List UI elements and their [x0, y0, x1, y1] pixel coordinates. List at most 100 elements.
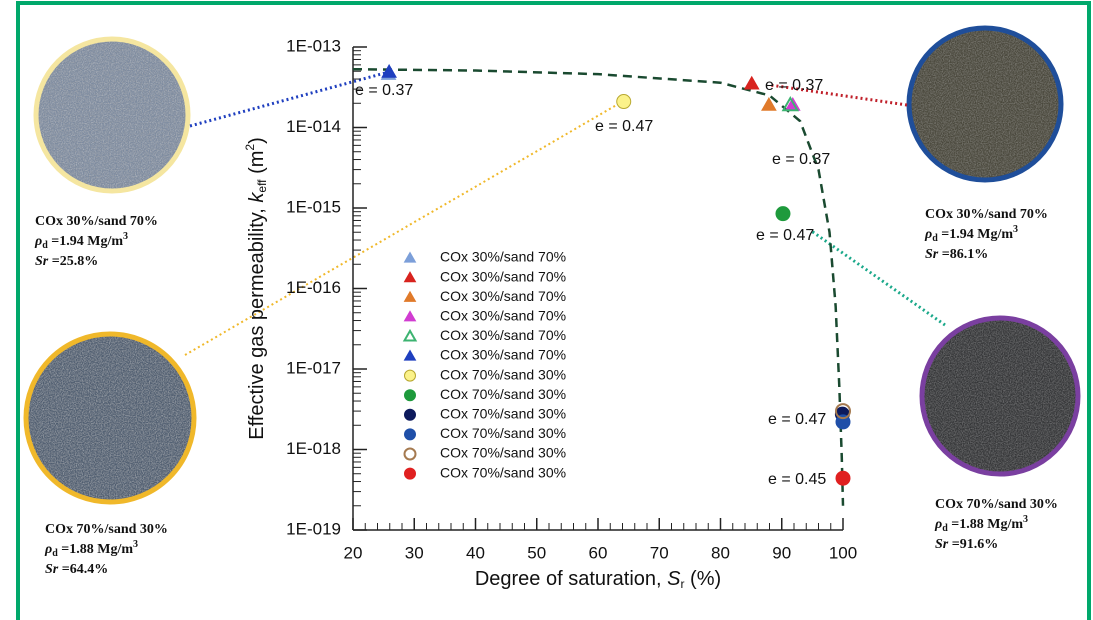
rho: ρ	[924, 227, 932, 242]
sample-sr: Sr =91.6%	[935, 537, 998, 552]
sample-texture	[36, 39, 188, 191]
annotation: e = 0.47	[768, 411, 826, 428]
rho-value: =1.94 Mg/m	[938, 227, 1014, 242]
triangle-marker	[381, 63, 397, 78]
sr-value: =25.8%	[48, 254, 98, 269]
ylabel-sub: eff	[255, 179, 269, 193]
y-tick-label: 1E-018	[286, 439, 341, 458]
legend-label: COx 70%/sand 30%	[440, 464, 566, 480]
annotation: e = 0.37	[765, 77, 823, 94]
y-tick-label: 1E-017	[286, 358, 341, 377]
legend-label: COx 30%/sand 70%	[440, 347, 566, 363]
x-tick-label: 30	[405, 543, 424, 562]
circle-marker	[835, 470, 851, 486]
sr-value: =86.1%	[938, 247, 988, 262]
annotation: e = 0.47	[595, 118, 653, 135]
xlabel-var: S	[667, 568, 681, 590]
arrow	[769, 83, 908, 107]
ylabel-sup: 2	[243, 144, 257, 151]
annotation: e = 0.47	[756, 227, 814, 244]
sample-density: ρd =1.94 Mg/m3	[34, 231, 128, 251]
legend-label: COx 70%/sand 30%	[440, 425, 566, 441]
sample-sr: Sr =25.8%	[35, 254, 98, 269]
sr: Sr	[35, 254, 49, 269]
y-tick-label: 1E-019	[286, 519, 341, 538]
legend-label: COx 30%/sand 70%	[440, 288, 566, 304]
sample-texture	[909, 28, 1061, 180]
x-tick-label: 50	[527, 543, 546, 562]
sample-border	[33, 36, 191, 194]
legend-symbol	[404, 428, 416, 441]
ylabel-var: k	[246, 192, 268, 203]
rho-value: =1.88 Mg/m	[948, 517, 1024, 532]
x-tick-label: 20	[344, 543, 363, 562]
rho-sup: 3	[123, 231, 128, 242]
rho: ρ	[34, 234, 42, 249]
circle-marker	[775, 206, 791, 222]
fit-curve	[352, 67, 845, 506]
legend-symbol	[404, 408, 416, 421]
sr: Sr	[935, 537, 949, 552]
arrow	[189, 71, 386, 128]
circle-marker	[616, 94, 632, 110]
circle-marker	[835, 414, 851, 430]
legend-label: COx 30%/sand 70%	[440, 249, 566, 265]
x-tick-label: 100	[829, 543, 857, 562]
sr-value: =64.4%	[58, 562, 108, 577]
sample-texture	[26, 334, 194, 502]
x-tick-label: 70	[650, 543, 669, 562]
x-tick-label: 60	[589, 543, 608, 562]
sample-density: ρd =1.94 Mg/m3	[924, 224, 1018, 244]
legend-label: COx 70%/sand 30%	[440, 406, 566, 422]
ylabel-text: Effective gas permeability,	[246, 203, 268, 440]
y-tick-label: 1E-016	[286, 278, 341, 297]
legend-symbol	[403, 251, 417, 263]
legend-symbol	[404, 389, 416, 402]
sample-title: COx 70%/sand 30%	[935, 497, 1058, 512]
x-tick-label: 40	[466, 543, 485, 562]
sr: Sr	[925, 247, 939, 262]
triangle-marker	[781, 96, 800, 112]
rho-value: =1.88 Mg/m	[58, 542, 134, 557]
legend-label: COx 70%/sand 30%	[440, 386, 566, 402]
rho-sup: 3	[1013, 224, 1018, 235]
sample-border	[919, 315, 1081, 477]
sr: Sr	[45, 562, 59, 577]
arrows	[184, 71, 946, 356]
sample-title: COx 30%/sand 70%	[925, 207, 1048, 222]
plot: 1E-019 1E-018 1E-017 1E-016 1E-015 1E-014 1E-0…	[243, 36, 857, 591]
legend-symbol	[403, 271, 417, 283]
rho-sup: 3	[133, 539, 138, 550]
rho: ρ	[934, 517, 942, 532]
circle-marker	[835, 403, 851, 420]
annotation: e = 0.37	[355, 82, 413, 99]
legend-label: COx 30%/sand 70%	[440, 268, 566, 284]
x-tick-label: 80	[711, 543, 730, 562]
legend-symbol	[403, 290, 417, 302]
sample-density: ρd =1.88 Mg/m3	[44, 539, 138, 559]
sample-title: COx 30%/sand 70%	[35, 214, 158, 229]
sample-sr: Sr =86.1%	[925, 247, 988, 262]
rho-sup: 3	[1023, 514, 1028, 525]
sample-border	[906, 25, 1064, 183]
triangle-marker	[743, 75, 760, 90]
ylabel-unit: (m	[246, 151, 268, 180]
y-axis-label: Effective gas permeability, keff (m2)	[243, 137, 269, 440]
sample-texture	[922, 318, 1078, 474]
sample-density: ρd =1.88 Mg/m3	[934, 514, 1028, 534]
annotation: e = 0.45	[768, 471, 826, 488]
ylabel-close: )	[246, 137, 268, 144]
sample-title: COx 70%/sand 30%	[45, 522, 168, 537]
rho-sub: d	[52, 548, 58, 559]
annotation: e = 0.37	[772, 151, 830, 168]
legend-label: COx 70%/sand 30%	[440, 445, 566, 461]
arrow	[184, 102, 621, 356]
y-tick-label: 1E-013	[286, 36, 341, 55]
sample-sr: Sr =64.4%	[45, 562, 108, 577]
xlabel-text: Degree of saturation,	[475, 568, 667, 590]
x-axis-label: Degree of saturation, Sr (%)	[475, 568, 721, 591]
frame	[16, 1, 1091, 620]
legend-label: COx 30%/sand 70%	[440, 308, 566, 324]
